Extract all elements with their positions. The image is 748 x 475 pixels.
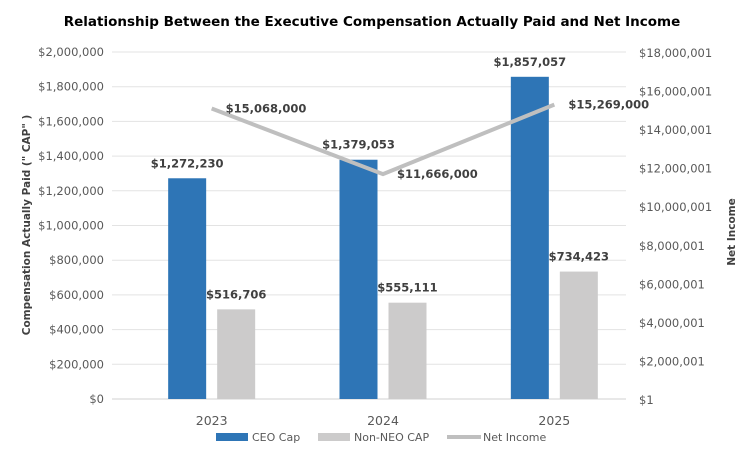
- legend-label: Non-NEO CAP: [354, 431, 429, 444]
- right-axis-tick-label: $8,000,001: [639, 239, 705, 253]
- right-axis-tick-label: $6,000,001: [639, 277, 705, 291]
- non-neo-cap-bar: [388, 302, 427, 399]
- data-label: $555,111: [377, 281, 437, 295]
- right-axis-ticks: $1 $2,000,001 $4,000,001 $6,000,001 $8,000,0…: [639, 46, 712, 407]
- data-labels: $1,272,230 $1,379,053 $1,857,057 $516,706 $5…: [151, 55, 649, 302]
- right-axis-tick-label: $18,000,001: [639, 46, 712, 60]
- category-label: 2023: [196, 413, 228, 428]
- net-income-line-group: [210, 102, 556, 177]
- legend: CEO Cap Non-NEO CAP Net Income: [216, 431, 547, 444]
- category-axis: 2023 2024 2025: [196, 413, 570, 428]
- data-label: $516,706: [206, 287, 266, 301]
- category-label: 2024: [367, 413, 399, 428]
- right-axis-tick-label: $10,000,001: [639, 200, 712, 214]
- non-neo-cap-bar: [217, 309, 256, 399]
- left-axis-tick-label: $1,000,000: [38, 219, 104, 233]
- data-label: $1,857,057: [493, 55, 566, 69]
- left-axis-tick-label: $0: [89, 392, 104, 406]
- data-label: $1,272,230: [151, 156, 224, 170]
- chart-title: Relationship Between the Executive Compe…: [64, 14, 681, 30]
- left-axis-tick-label: $400,000: [49, 323, 104, 337]
- category-label: 2025: [538, 413, 570, 428]
- legend-swatch-ceo-cap: [216, 433, 248, 441]
- left-axis-tick-label: $1,800,000: [38, 80, 104, 94]
- right-axis-tick-label: $12,000,001: [639, 162, 712, 176]
- data-label: $15,068,000: [226, 102, 307, 116]
- data-label: $15,269,000: [568, 98, 649, 112]
- left-axis-ticks: $0 $200,000 $400,000 $600,000 $800,000 $1,000…: [38, 45, 104, 406]
- non-neo-cap-bar: [559, 271, 598, 399]
- ceo-cap-bar: [510, 76, 549, 400]
- net-income-line: [210, 102, 556, 177]
- left-axis-tick-label: $800,000: [49, 253, 104, 267]
- right-axis-tick-label: $4,000,001: [639, 316, 705, 330]
- left-axis-tick-label: $2,000,000: [38, 45, 104, 59]
- left-axis-title: Compensation Actually Paid (" CAP" ): [21, 115, 33, 336]
- ceo-cap-bar: [168, 178, 207, 399]
- data-label: $11,666,000: [397, 167, 478, 181]
- ceo-cap-bar: [339, 159, 378, 399]
- legend-label: CEO Cap: [252, 431, 300, 444]
- right-axis-tick-label: $16,000,001: [639, 85, 712, 99]
- left-axis-tick-label: $1,400,000: [38, 149, 104, 163]
- right-axis-title: Net Income: [726, 198, 738, 265]
- left-axis-tick-label: $1,200,000: [38, 184, 104, 198]
- left-axis-tick-label: $600,000: [49, 288, 104, 302]
- legend-label: Net Income: [483, 431, 547, 444]
- legend-swatch-non-neo-cap: [318, 433, 350, 441]
- data-label: $1,379,053: [322, 138, 395, 152]
- data-label: $734,423: [549, 250, 609, 264]
- left-axis-tick-label: $1,600,000: [38, 114, 104, 128]
- right-axis-tick-label: $2,000,001: [639, 354, 705, 368]
- left-axis-tick-label: $200,000: [49, 357, 104, 371]
- right-axis-tick-label: $1: [639, 393, 654, 407]
- right-axis-tick-label: $14,000,001: [639, 123, 712, 137]
- bars: [168, 76, 598, 400]
